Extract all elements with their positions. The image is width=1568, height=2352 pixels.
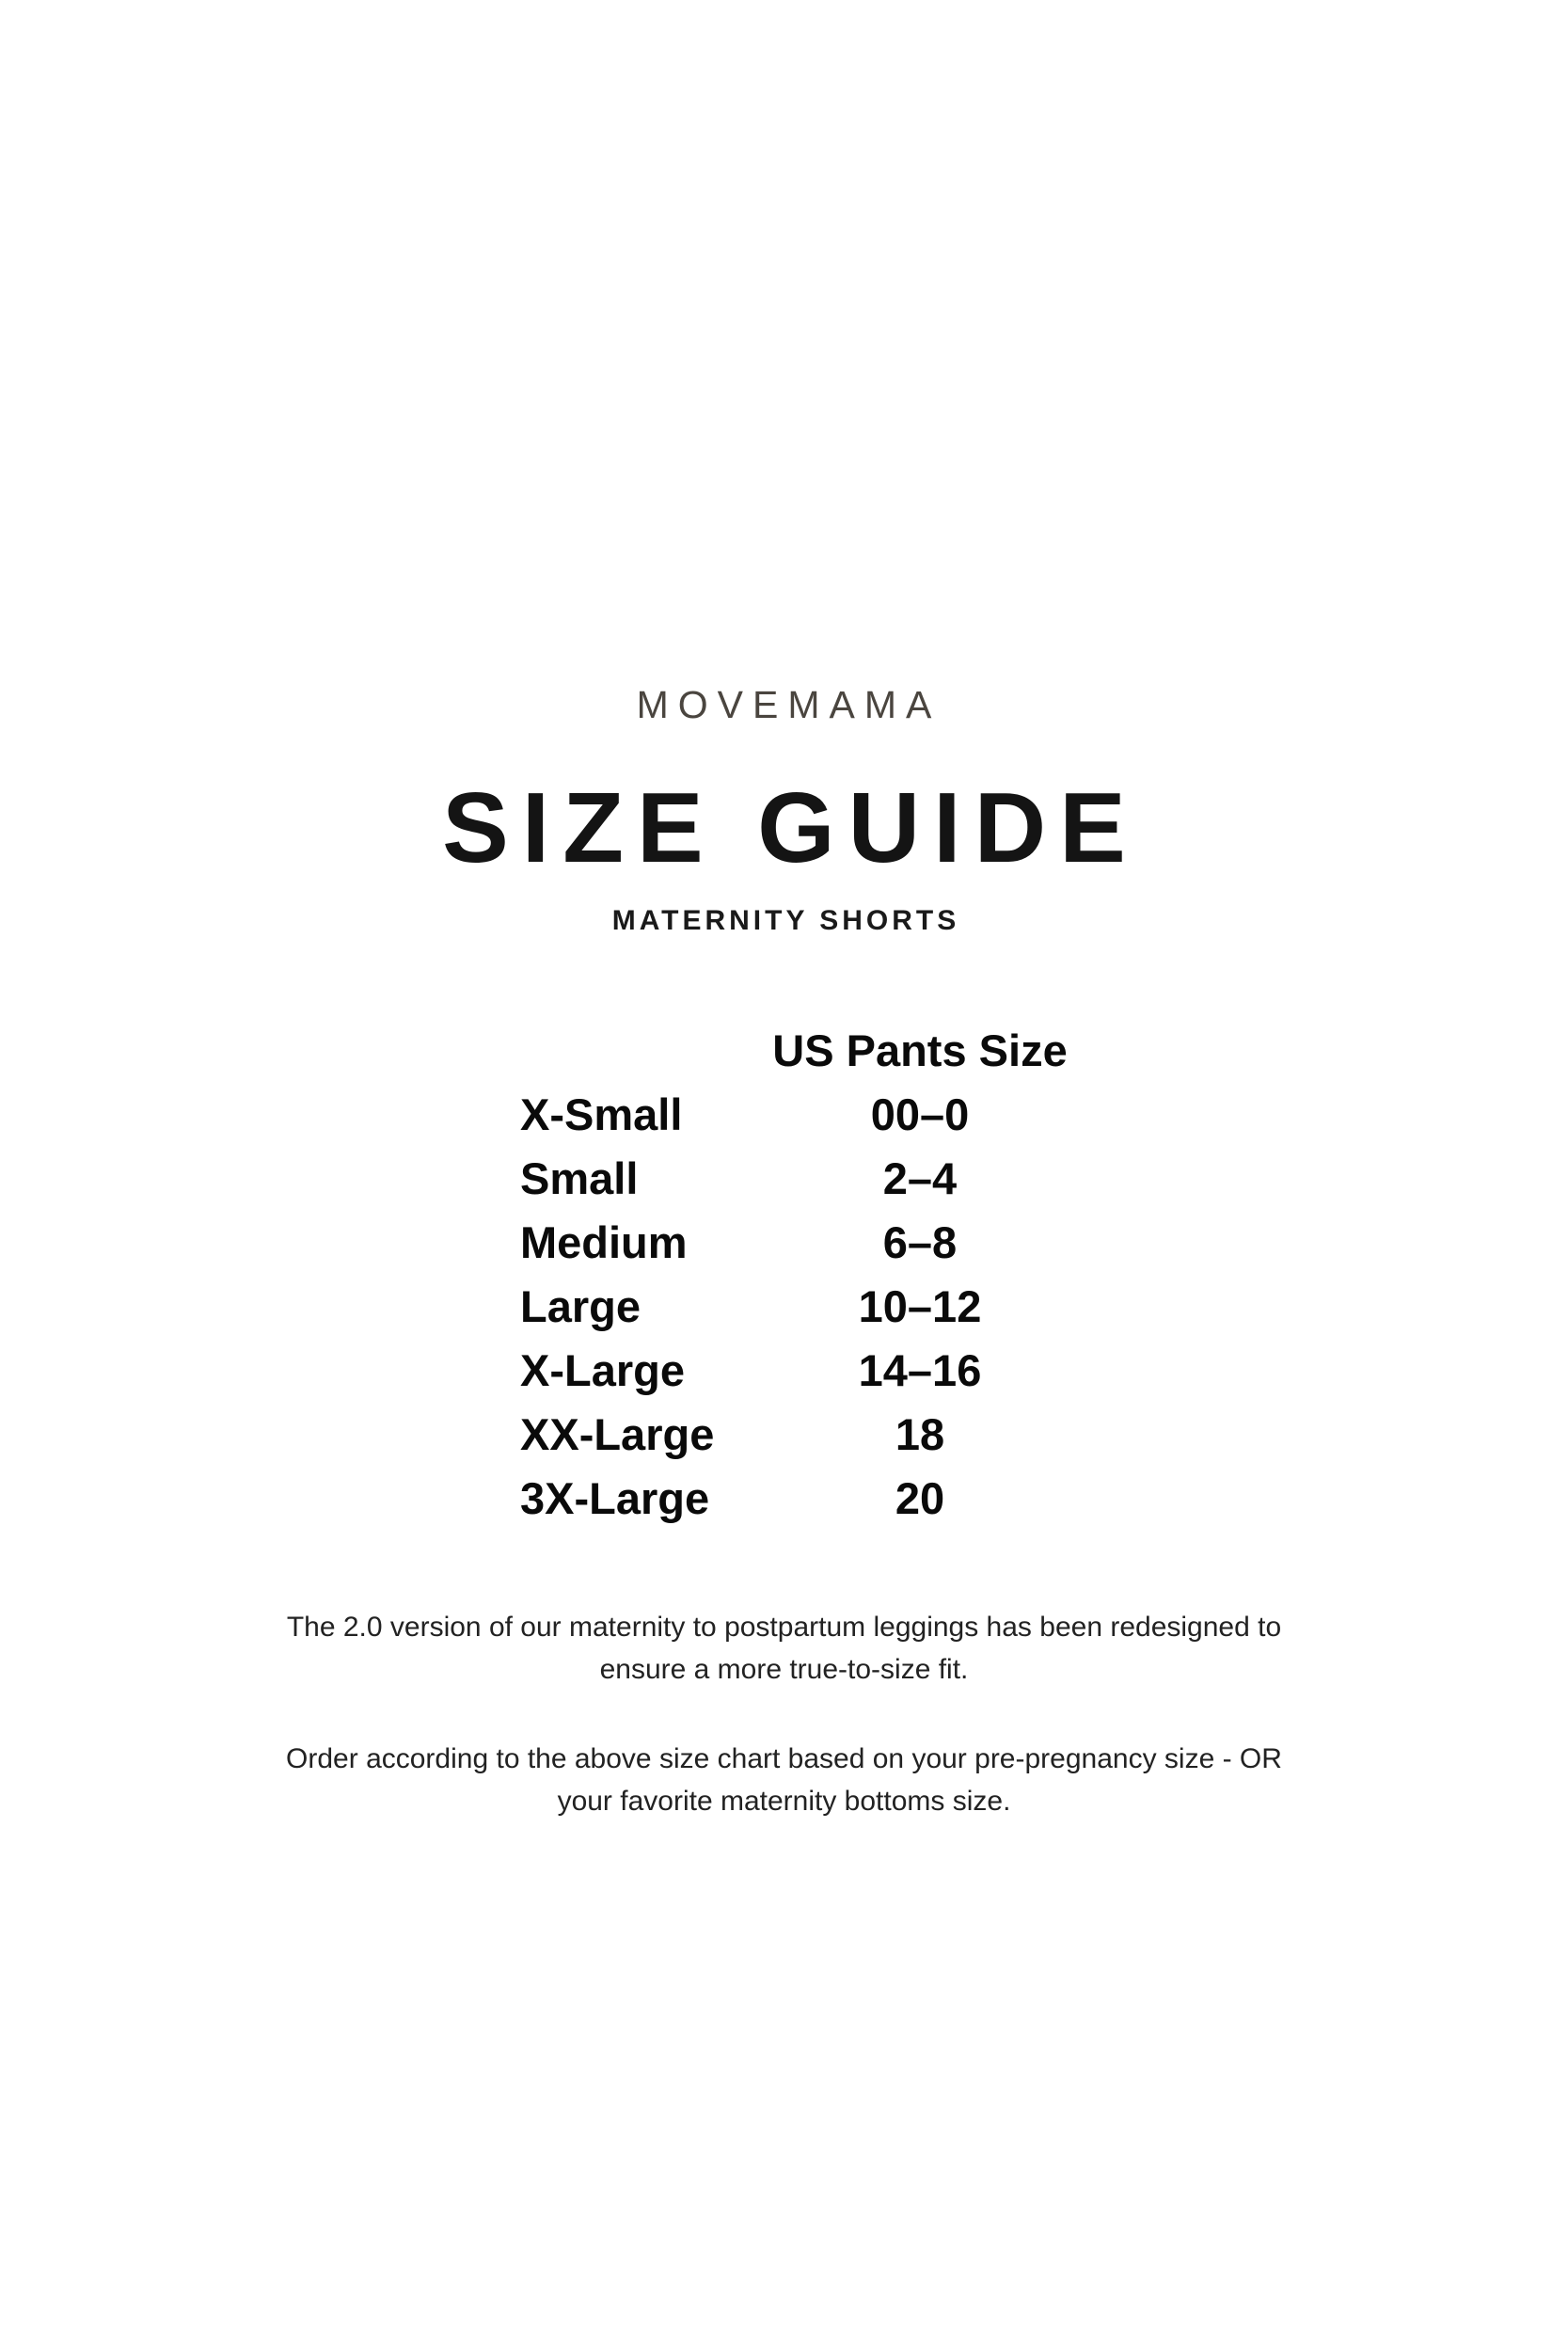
size-label: 3X-Large [520,1473,710,1523]
size-label: X-Small [520,1089,683,1139]
table-column-header: US Pants Size [772,1025,1068,1075]
note-paragraph: The 2.0 version of our maternity to post… [117,1606,1452,1691]
size-label: Small [520,1153,639,1203]
size-label: Medium [520,1217,688,1267]
size-value: 20 [895,1473,945,1523]
size-table: US Pants Size X-Small 00–0 Small 2–4 Med… [520,1019,1075,1531]
note-line: ensure a more true-to-size fit. [599,1654,969,1685]
size-value: 6–8 [882,1217,958,1267]
brand-wordmark: MOVEMAMA [636,683,942,726]
size-value: 00–0 [870,1089,970,1139]
note-line: Order according to the above size chart … [286,1743,1282,1774]
size-value: 18 [895,1409,945,1459]
size-value: 2–4 [882,1153,958,1203]
page-subtitle: MATERNITY SHORTS [611,905,960,936]
size-value: 14–16 [858,1345,982,1395]
size-label: XX-Large [520,1409,715,1459]
note-line: your favorite maternity bottoms size. [557,1786,1011,1817]
size-value: 10–12 [858,1281,982,1331]
note-paragraph: Order according to the above size chart … [117,1738,1452,1822]
note-line: The 2.0 version of our maternity to post… [286,1612,1282,1643]
page-title: SIZE GUIDE [442,772,1139,883]
size-label: X-Large [520,1345,685,1395]
size-label: Large [520,1281,641,1331]
